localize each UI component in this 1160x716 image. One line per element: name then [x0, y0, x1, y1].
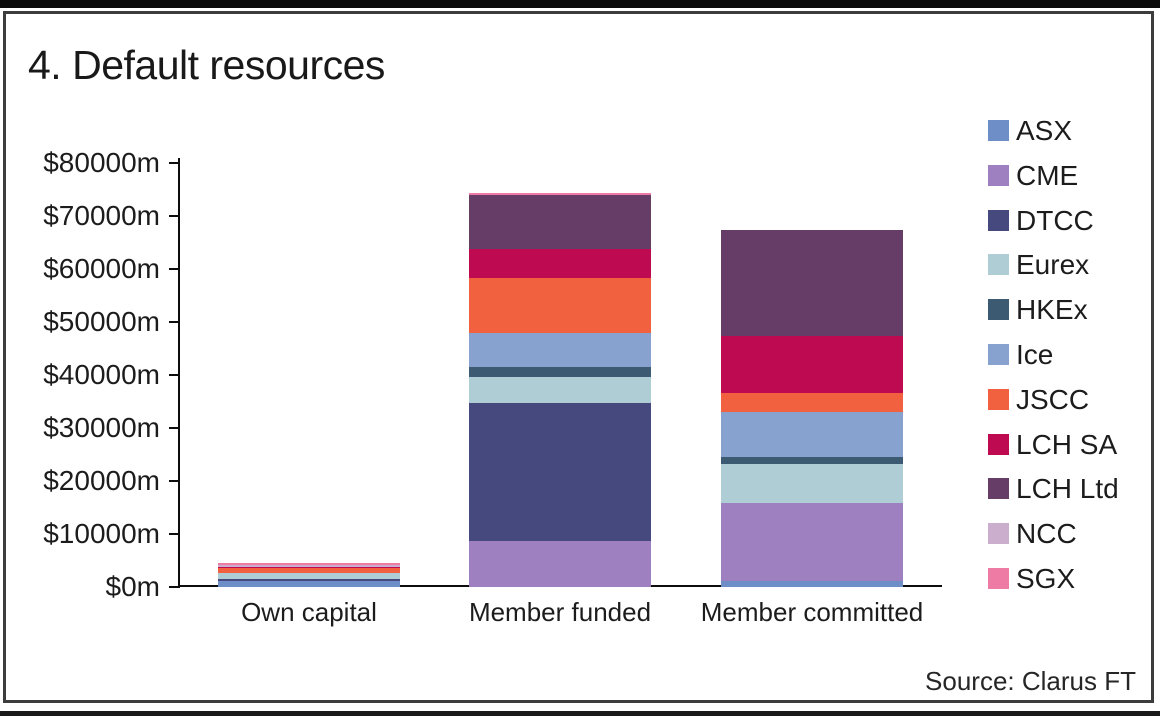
- bar-segment-lch-sa-own-capital: [218, 567, 400, 568]
- legend-swatch-ncc: [988, 523, 1009, 545]
- bar-segment-sgx-own-capital: [218, 563, 400, 565]
- bar-segment-hkex-member-funded: [469, 367, 651, 377]
- y-tick-label: $60000m: [43, 252, 160, 284]
- bar-segment-asx-own-capital: [218, 581, 400, 587]
- y-tick-label: $40000m: [43, 358, 160, 390]
- legend-swatch-lch-ltd: [988, 478, 1009, 500]
- bar-segment-eurex-member-funded: [469, 377, 651, 403]
- source-note: Source: Clarus FT: [925, 666, 1136, 696]
- y-tick-mark: [169, 214, 178, 217]
- y-tick-mark: [169, 585, 178, 588]
- bar-segment-eurex-member-committed: [721, 464, 903, 503]
- legend-swatch-hkex: [988, 299, 1009, 321]
- bar-segment-jscc-member-funded: [469, 278, 651, 333]
- legend-label-dtcc: DTCC: [1016, 204, 1094, 236]
- legend-label-jscc: JSCC: [1016, 383, 1090, 415]
- y-tick-label: $10000m: [43, 517, 160, 549]
- legend-label-asx: ASX: [1016, 115, 1073, 146]
- bar-segment-lch-ltd-member-funded: [469, 195, 651, 249]
- y-tick-label: $70000m: [43, 199, 160, 231]
- category-label-member-funded: Member funded: [468, 597, 652, 627]
- legend-label-hkex: HKEx: [1016, 294, 1088, 326]
- bar-segment-jscc-own-capital: [218, 568, 400, 573]
- y-tick-label: $80000m: [43, 146, 160, 178]
- y-tick-mark: [169, 426, 178, 429]
- bar-segment-jscc-member-committed: [721, 393, 903, 412]
- y-tick-mark: [169, 267, 178, 270]
- legend-label-ice: Ice: [1016, 339, 1054, 370]
- legend-label-ncc: NCC: [1016, 518, 1077, 550]
- y-tick-mark: [169, 161, 178, 164]
- legend-label-eurex: Eurex: [1016, 249, 1090, 281]
- category-label-own-capital: Own capital: [241, 597, 377, 627]
- bar-segment-eurex-own-capital: [218, 573, 400, 579]
- bar-segment-lch-ltd-member-committed: [721, 230, 903, 336]
- bar-segment-lch-sa-member-funded: [469, 249, 651, 278]
- category-label-member-committed: Member committed: [700, 597, 924, 627]
- bar-segment-dtcc-own-capital: [218, 579, 400, 581]
- y-tick-mark: [169, 479, 178, 482]
- legend-swatch-dtcc: [988, 209, 1009, 231]
- y-tick-label: $20000m: [43, 464, 160, 496]
- legend-swatch-lch-sa: [988, 433, 1009, 455]
- bar-segment-ice-member-committed: [721, 412, 903, 457]
- bar-segment-ice-member-funded: [469, 333, 651, 367]
- y-tick-label: $50000m: [43, 305, 160, 337]
- y-tick-mark: [169, 373, 178, 376]
- legend-swatch-eurex: [988, 254, 1009, 276]
- chart-frame: [3, 11, 1154, 703]
- legend-label-lch-sa: LCH SA: [1016, 428, 1118, 460]
- legend-label-cme: CME: [1016, 159, 1079, 191]
- chart-title: 4. Default resources: [28, 42, 385, 88]
- y-tick-label: $30000m: [43, 411, 160, 443]
- bar-segment-asx-member-committed: [721, 581, 903, 587]
- legend-swatch-ice: [988, 344, 1009, 365]
- bar-segment-cme-member-funded: [469, 541, 651, 587]
- legend-label-sgx: SGX: [1016, 563, 1076, 594]
- y-tick-mark: [169, 320, 178, 323]
- legend-label-lch-ltd: LCH Ltd: [1016, 473, 1119, 505]
- top-edge-rule: [0, 0, 1160, 8]
- bar-segment-dtcc-member-funded: [469, 403, 651, 541]
- legend-swatch-sgx: [988, 568, 1009, 589]
- bar-segment-hkex-member-committed: [721, 457, 903, 464]
- bar-segment-cme-member-committed: [721, 503, 903, 581]
- bar-segment-sgx-member-funded: [469, 193, 651, 195]
- bar-segment-lch-sa-member-committed: [721, 336, 903, 393]
- bar-segment-ncc-own-capital: [218, 565, 400, 567]
- legend-swatch-cme: [988, 164, 1009, 186]
- y-tick-label: $0m: [105, 570, 160, 602]
- bottom-edge-rule: [0, 711, 1160, 716]
- legend-swatch-asx: [988, 120, 1009, 141]
- y-tick-mark: [169, 532, 178, 535]
- legend-swatch-jscc: [988, 388, 1009, 410]
- y-axis-line: [178, 158, 180, 588]
